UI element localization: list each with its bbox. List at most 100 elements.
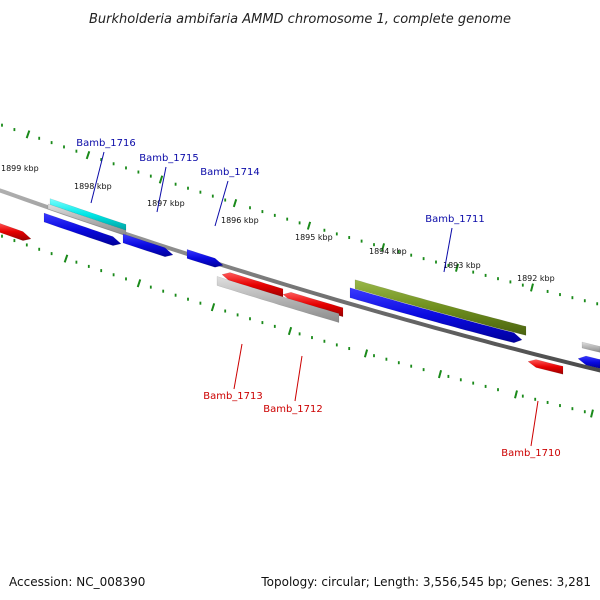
tick-minor (484, 273, 487, 277)
tick-minor (249, 317, 251, 321)
tick-minor (25, 243, 28, 247)
tick-major (306, 221, 312, 230)
tick-minor (546, 289, 549, 293)
tick-label: 1892 kbp (517, 274, 555, 283)
tick-minor (38, 136, 41, 140)
tick-minor (360, 239, 363, 243)
tick-minor (422, 257, 425, 261)
tick-minor (1, 234, 3, 238)
tick-major (590, 409, 594, 418)
gray-feature-right (581, 341, 600, 353)
tick-minor (249, 206, 251, 210)
tick-minor (571, 407, 574, 411)
tick-minor (149, 285, 152, 289)
leader-line (214, 180, 229, 227)
tick-major (530, 283, 534, 292)
tick-minor (509, 280, 512, 284)
gene-bamb-1711 (349, 287, 523, 344)
track-layer: 1899 kbp 1898 kbp 1897 kbp 1896 kbp 1895 kbp… (0, 123, 600, 459)
tick-minor (596, 302, 599, 306)
leader-line (156, 166, 167, 213)
tick-minor (75, 260, 78, 264)
tick-minor (63, 145, 65, 149)
outer-tick-row (1, 123, 599, 306)
tick-minor (534, 397, 537, 401)
tick-minor (459, 378, 462, 382)
tick-minor (100, 158, 103, 162)
tick-minor (497, 277, 499, 281)
tick-minor (261, 210, 264, 214)
tick-major (514, 390, 518, 399)
gene-label: Bamb_1714 (200, 167, 260, 178)
tick-minor (385, 357, 388, 361)
tick-minor (298, 332, 301, 336)
leader-line (443, 227, 453, 273)
gene-label: Bamb_1710 (501, 448, 561, 459)
tick-minor (335, 232, 338, 236)
tick-major (210, 303, 216, 312)
gene-label: Bamb_1716 (76, 138, 136, 149)
tick-minor (112, 273, 115, 277)
tick-minor (187, 297, 189, 301)
tick-minor (1, 123, 3, 127)
tick-label: 1894 kbp (369, 247, 407, 256)
tick-major (287, 326, 293, 336)
tick-minor (286, 217, 289, 221)
tick-minor (472, 381, 475, 385)
gene-label: Bamb_1715 (139, 153, 199, 164)
tick-major (454, 263, 460, 272)
tick-minor (559, 404, 561, 408)
tick-minor (348, 236, 351, 240)
tick-minor (373, 354, 375, 358)
tick-minor (298, 221, 301, 225)
tick-label: 1897 kbp (147, 199, 185, 208)
tick-minor (311, 336, 313, 340)
tick-minor (13, 239, 16, 243)
tick-minor (447, 374, 450, 378)
map-title: Burkholderia ambifaria AMMD chromosome 1… (89, 12, 511, 27)
tick-minor (583, 299, 586, 303)
tick-major (63, 254, 69, 263)
leader-line (294, 355, 303, 402)
gene-label: Bamb_1711 (425, 214, 485, 225)
gene-label: Bamb_1713 (203, 391, 263, 402)
tick-minor (583, 410, 586, 414)
tick-minor (335, 343, 338, 347)
tick-minor (13, 128, 16, 132)
tick-label: 1896 kbp (221, 216, 259, 225)
gene-left-red (0, 223, 32, 241)
tick-minor (484, 384, 487, 388)
leader-line (530, 400, 539, 447)
tick-minor (521, 394, 524, 398)
tick-minor (100, 269, 103, 273)
tick-label: 1895 kbp (295, 233, 333, 242)
gene-bamb-1714 (186, 249, 224, 268)
tick-minor (397, 250, 400, 254)
tick-major (437, 370, 443, 379)
tick-minor (50, 252, 53, 256)
tick-minor (472, 270, 475, 274)
gene-right-blue (577, 355, 600, 369)
tick-minor (174, 182, 177, 186)
tick-minor (373, 243, 375, 247)
tick-minor (199, 190, 202, 194)
tick-minor (447, 263, 450, 267)
tick-minor (199, 301, 202, 305)
tick-minor (50, 141, 53, 145)
tick-minor (323, 228, 326, 232)
tick-minor (211, 194, 214, 198)
tick-label: 1893 kbp (443, 261, 481, 270)
tick-minor (559, 293, 561, 297)
tick-minor (323, 339, 326, 343)
tick-minor (410, 253, 413, 257)
gray-feature-lower (216, 276, 340, 323)
tick-minor (125, 277, 127, 281)
tick-minor (137, 170, 140, 174)
tick-minor (397, 361, 400, 365)
olive-feature (354, 279, 527, 336)
tick-minor (497, 388, 499, 392)
tick-label: 1899 kbp (1, 164, 39, 173)
tick-minor (348, 347, 351, 351)
tick-minor (521, 283, 524, 287)
tick-minor (236, 313, 239, 317)
